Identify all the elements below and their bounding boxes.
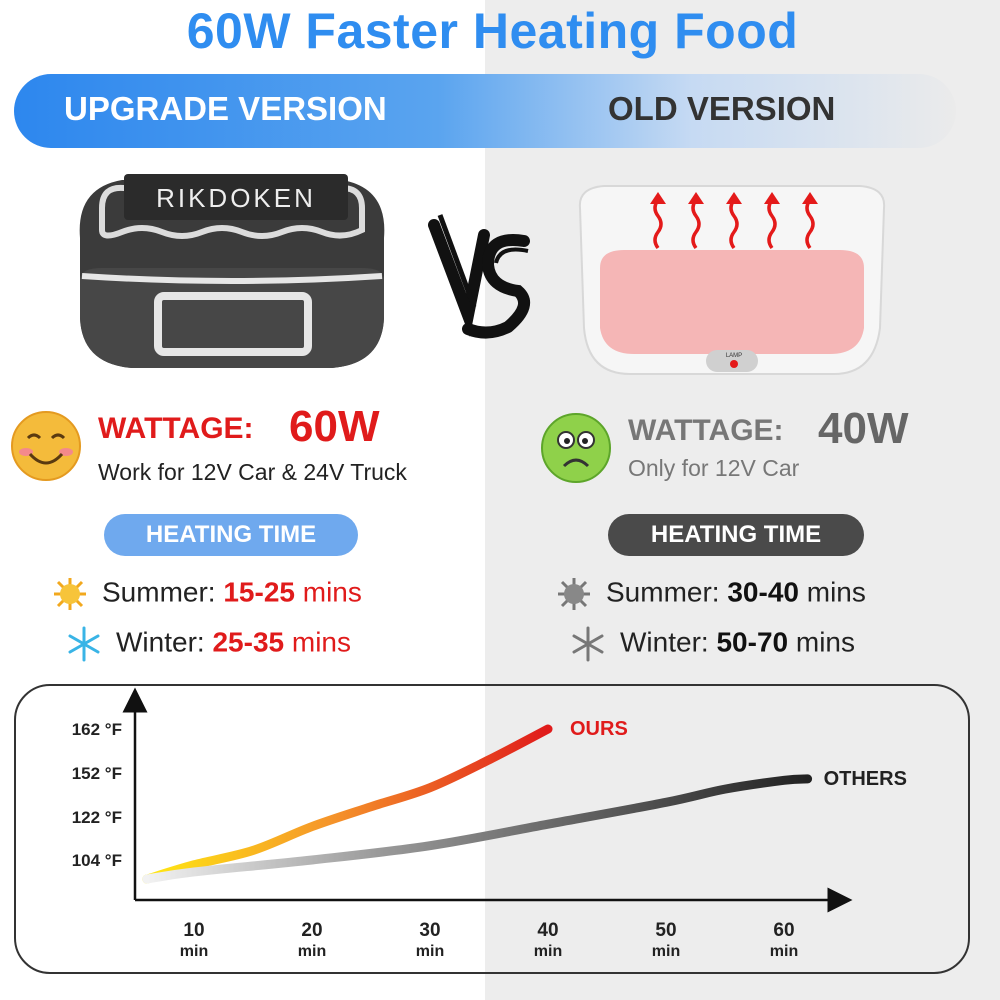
snowflake-icon	[572, 626, 604, 662]
winter-unit: mins	[291, 626, 351, 658]
old-compat-text: Only for 12V Car	[628, 455, 800, 481]
summer-label: Summer:	[606, 576, 720, 608]
x-tick-unit: min	[770, 943, 798, 960]
old-heating-time-badge: HEATING TIME	[608, 514, 864, 556]
upgrade-heating-time-badge: HEATING TIME	[104, 514, 358, 556]
y-tick-label: 162 °F	[72, 720, 122, 739]
x-tick-label: 50	[655, 920, 676, 941]
upgrade-wattage-label: WATTAGE:	[98, 412, 254, 445]
old-wattage-label: WATTAGE:	[628, 414, 784, 447]
old-winter-row: Winter: 50-70 mins	[570, 626, 855, 662]
x-tick-unit: min	[180, 943, 208, 960]
summer-value: 15-25	[223, 576, 295, 608]
winter-value: 50-70	[716, 626, 789, 658]
brand-logo-text: RIKDOKEN	[156, 183, 316, 213]
x-tick-label: 30	[419, 920, 440, 941]
series-label-others: OTHERS	[824, 768, 907, 790]
old-summer-row: Summer: 30-40 mins	[556, 576, 866, 612]
upgrade-summer-row: Summer: 15-25 mins	[52, 576, 362, 612]
y-tick-label: 104 °F	[72, 851, 122, 870]
winter-label: Winter:	[620, 626, 709, 658]
x-tick-label: 60	[773, 920, 794, 941]
series-line-ours	[142, 724, 553, 884]
upgrade-wattage-value: 60W	[289, 402, 380, 451]
winter-label: Winter:	[116, 626, 205, 658]
vs-brush-mark: VS	[428, 214, 531, 339]
headline: 60W Faster Heating Food	[186, 3, 799, 59]
lamp-label: LAMP	[726, 353, 742, 359]
x-tick-label: 40	[537, 920, 558, 941]
old-version-background	[485, 0, 1000, 1000]
series-line-others	[142, 774, 813, 884]
summer-unit: mins	[806, 576, 866, 608]
old-version-label: OLD VERSION	[608, 90, 836, 127]
x-tick-unit: min	[298, 943, 326, 960]
old-wattage-value: 40W	[818, 404, 909, 453]
x-tick-unit: min	[652, 943, 680, 960]
old-lunch-box-image: LAMP	[578, 185, 886, 375]
upgrade-compat-text: Work for 12V Car & 24V Truck	[98, 459, 407, 485]
summer-unit: mins	[302, 576, 362, 608]
summer-label: Summer:	[102, 576, 216, 608]
sun-icon	[54, 578, 86, 610]
winter-unit: mins	[795, 626, 855, 658]
upgrade-winter-row: Winter: 25-35 mins	[66, 626, 351, 662]
sun-icon	[558, 578, 590, 610]
y-tick-label: 122 °F	[72, 808, 122, 827]
snowflake-icon	[68, 626, 100, 662]
version-banner	[14, 74, 956, 148]
summer-value: 30-40	[727, 576, 799, 608]
x-tick-unit: min	[416, 943, 444, 960]
sad-face-icon	[541, 413, 611, 483]
winter-value: 25-35	[212, 626, 285, 658]
x-tick-label: 20	[301, 920, 322, 941]
series-label-ours: OURS	[570, 718, 628, 740]
x-tick-unit: min	[534, 943, 562, 960]
chart-frame	[14, 684, 970, 974]
x-tick-label: 10	[183, 920, 204, 941]
upgrade-lunch-box-image: RIKDOKEN	[79, 174, 385, 368]
smiley-face-icon	[11, 411, 81, 481]
upgrade-version-label: UPGRADE VERSION	[64, 90, 387, 127]
y-tick-label: 152 °F	[72, 764, 122, 783]
